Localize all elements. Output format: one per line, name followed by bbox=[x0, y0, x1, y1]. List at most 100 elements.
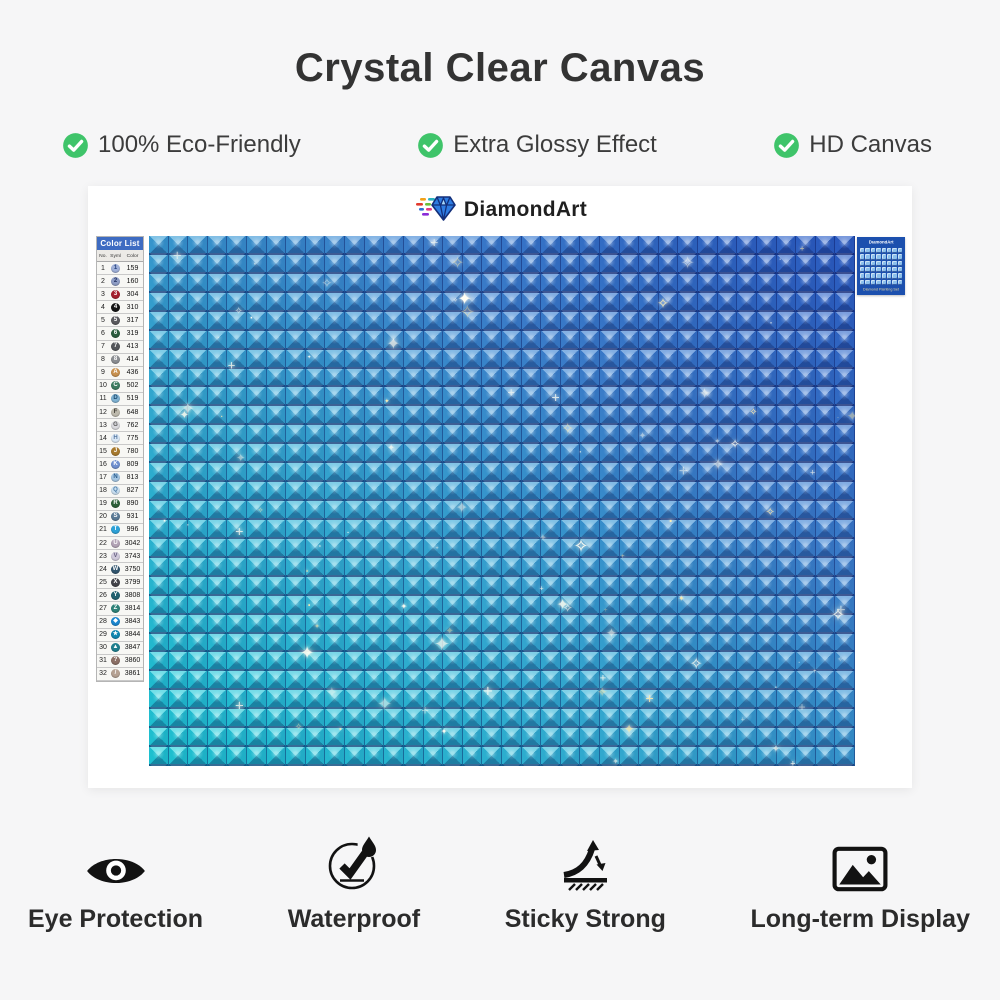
color-code: 159 bbox=[126, 264, 139, 272]
color-symbol-icon: 4 bbox=[109, 302, 122, 312]
color-symbol-icon: 1 bbox=[109, 263, 122, 273]
color-no: 5 bbox=[101, 316, 105, 324]
color-no: 17 bbox=[99, 474, 107, 482]
color-no: 2 bbox=[101, 277, 105, 285]
color-code: 3844 bbox=[124, 631, 141, 639]
color-no: 13 bbox=[99, 421, 107, 429]
brand-name: DiamondArt bbox=[463, 198, 588, 221]
color-list-row: 9 A 436 bbox=[97, 366, 143, 380]
color-symbol-icon: N bbox=[109, 473, 122, 483]
color-list-row: 2 2 160 bbox=[97, 275, 143, 289]
color-symbol-icon: 2 bbox=[109, 276, 122, 286]
color-list-row: 3 3 304 bbox=[97, 288, 143, 302]
color-list-row: 4 4 310 bbox=[97, 301, 143, 315]
color-symbol-icon: H bbox=[109, 433, 122, 443]
benefits-row: Eye Protection Waterproof bbox=[28, 834, 970, 934]
color-no: 7 bbox=[101, 343, 105, 351]
color-code: 809 bbox=[126, 460, 139, 468]
color-no: 14 bbox=[99, 434, 107, 442]
color-no: 20 bbox=[99, 513, 107, 521]
color-code: 319 bbox=[126, 330, 139, 338]
color-symbol-icon: G bbox=[109, 420, 122, 430]
sticky-peel-icon bbox=[556, 834, 614, 892]
color-code: 996 bbox=[126, 526, 139, 534]
color-code: 3861 bbox=[124, 670, 141, 678]
color-symbol-icon: T bbox=[109, 525, 122, 535]
color-no: 10 bbox=[99, 382, 107, 390]
color-symbol-icon: ★ bbox=[111, 630, 120, 640]
color-code: 3860 bbox=[124, 657, 141, 665]
color-symbol-icon: 5 bbox=[109, 315, 122, 325]
color-list-table: Color List No. Symbol Color 111592216033… bbox=[96, 236, 144, 682]
color-code: 3843 bbox=[124, 618, 141, 626]
eye-icon bbox=[84, 834, 148, 892]
color-list-row: 26 Y 3808 bbox=[97, 589, 143, 603]
color-code: 414 bbox=[126, 356, 139, 364]
color-symbol-icon: ▲ bbox=[111, 643, 120, 653]
feature-eco-friendly: 100% Eco-Friendly bbox=[62, 131, 301, 159]
color-list-row: 17 N 813 bbox=[97, 471, 143, 485]
color-no: 19 bbox=[99, 500, 107, 508]
color-code: 3743 bbox=[124, 552, 141, 560]
diamond-canvas-preview: ✧ ✦ ✦ + + · ✦ · ✦ ✦ ✦ ✦ + · · ✦ ✧ + + ✧ ✦ + + ✦ + · · · + ✦ · ✦ ✦ · · ✦ · ✧ + ·… bbox=[149, 236, 855, 766]
color-list-row: 31? 3860 bbox=[97, 654, 143, 668]
color-list-row: 15 J 780 bbox=[97, 445, 143, 459]
color-symbol-icon: 8 bbox=[109, 355, 122, 365]
color-symbol-icon: ◆ bbox=[109, 617, 122, 627]
benefit-longterm-display: Long-term Display bbox=[751, 834, 970, 934]
color-list-row: 18 Q 827 bbox=[97, 484, 143, 498]
color-symbol-icon: X bbox=[109, 577, 122, 587]
color-symbol-icon: V bbox=[109, 551, 122, 561]
color-list-row: 13 G 762 bbox=[97, 419, 143, 433]
page-title: Crystal Clear Canvas bbox=[294, 46, 706, 90]
color-code: 3750 bbox=[124, 565, 141, 573]
color-list-row: 7 7 413 bbox=[97, 340, 143, 354]
color-list-row: 5 5 317 bbox=[97, 314, 143, 328]
color-symbol-icon: D bbox=[109, 394, 122, 404]
color-symbol-icon: Y bbox=[109, 590, 122, 600]
color-code: 813 bbox=[126, 474, 139, 482]
color-list-row: 12 F 648 bbox=[97, 406, 143, 420]
color-no: 24 bbox=[99, 565, 107, 573]
color-code: 502 bbox=[126, 382, 139, 390]
color-no: 6 bbox=[101, 330, 105, 338]
benefit-label: Long-term Display bbox=[750, 905, 970, 933]
color-list-row: 32/3861 bbox=[97, 667, 143, 681]
color-no: 4 bbox=[101, 303, 105, 311]
color-symbol-icon: A bbox=[109, 368, 122, 378]
color-code: 310 bbox=[126, 303, 139, 311]
package-drill-grid bbox=[860, 248, 902, 285]
color-code: 3847 bbox=[124, 644, 141, 652]
color-list-row: 23 V 3743 bbox=[97, 550, 143, 564]
diamond-logo-icon bbox=[413, 193, 457, 228]
color-symbol-icon: 6 bbox=[109, 329, 122, 339]
color-list-row: 29 ★ 3844 bbox=[97, 628, 143, 642]
benefit-sticky-strong: Sticky Strong bbox=[505, 834, 666, 934]
color-symbol-icon: Z bbox=[109, 603, 122, 613]
check-circle-icon bbox=[62, 132, 89, 159]
color-list-row: 27 Z 3814 bbox=[97, 602, 143, 616]
check-circle-icon bbox=[417, 132, 444, 159]
color-symbol-icon: R bbox=[109, 499, 122, 509]
product-canvas-image: DiamondArt Color List No. Symbol Color 1… bbox=[88, 186, 912, 788]
color-list-row: 25 X 3799 bbox=[97, 576, 143, 590]
color-no: 21 bbox=[99, 526, 107, 534]
feature-label: 100% Eco-Friendly bbox=[98, 131, 301, 158]
color-list-row: 22 U 3042 bbox=[97, 536, 143, 551]
color-symbol-icon: 7 bbox=[109, 342, 122, 352]
color-symbol-icon: / bbox=[109, 669, 122, 679]
color-code: 762 bbox=[126, 421, 139, 429]
color-list-row: 30 ▲ 3847 bbox=[97, 641, 143, 655]
color-symbol-icon: C bbox=[109, 381, 122, 391]
color-symbol-icon: Q bbox=[109, 486, 122, 496]
check-circle-icon bbox=[773, 132, 800, 159]
color-no: 3 bbox=[101, 290, 105, 298]
color-no: 8 bbox=[101, 356, 105, 364]
feature-label: Extra Glossy Effect bbox=[453, 131, 657, 158]
color-no: 26 bbox=[99, 591, 107, 599]
color-symbol-icon: W bbox=[111, 564, 120, 574]
package-logo-text: DiamondArt bbox=[868, 240, 894, 246]
color-list-row: 8 8 414 bbox=[97, 353, 143, 367]
color-symbol-icon: K bbox=[109, 459, 122, 469]
color-list-row: 14 H 775 bbox=[97, 432, 143, 446]
